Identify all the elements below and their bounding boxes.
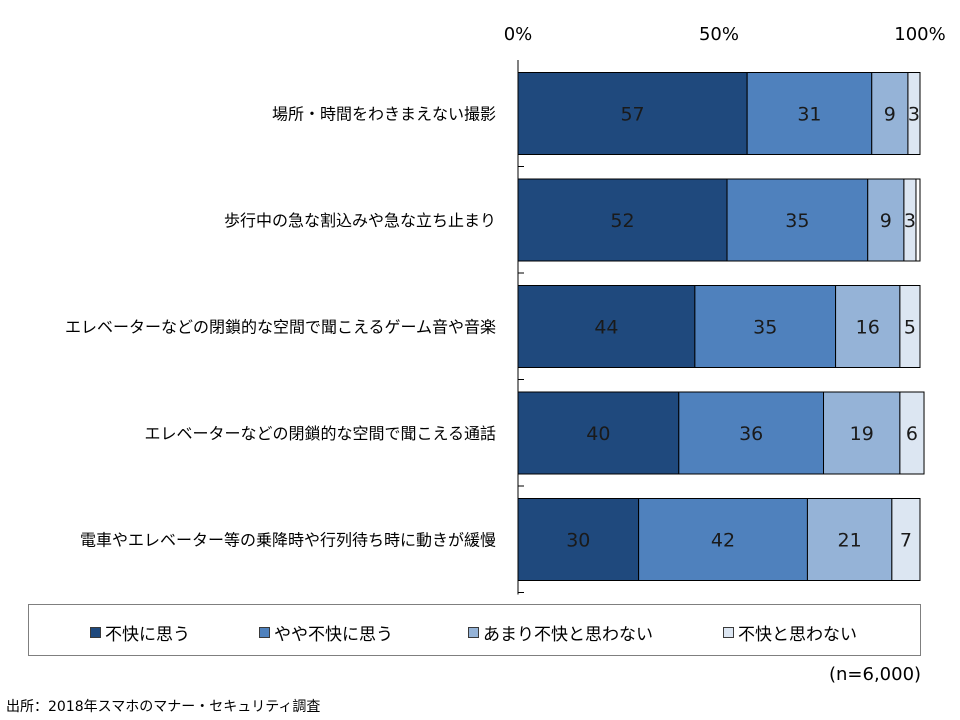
legend-item: やや不快に思う: [259, 622, 393, 645]
legend-item: あまり不快と思わない: [468, 622, 653, 645]
data-label: 9: [880, 210, 892, 232]
legend-label: あまり不快と思わない: [483, 624, 653, 645]
category-label: 歩行中の急な割込みや急な立ち止まり: [224, 211, 496, 230]
legend-swatch-icon: [468, 626, 479, 638]
bar-segment: [823, 391, 901, 475]
category-label: 場所・時間をわきまえない撮影: [272, 105, 496, 124]
bar-segment: [891, 498, 921, 581]
category-label: エレベーターなどの閉鎖的な空間で聞こえる通話: [144, 424, 496, 443]
bar-segment: [517, 391, 680, 475]
data-label: 9: [884, 104, 896, 126]
data-label: 6: [906, 423, 918, 445]
data-label: 35: [785, 210, 809, 232]
bar-segment: [903, 178, 917, 262]
x-tick-label: 100%: [894, 24, 945, 45]
category-label: 電車やエレベーター等の乗降時や行列待ち時に動きが緩慢: [80, 531, 496, 550]
legend-item: 不快と思わない: [723, 622, 857, 645]
bar-segment: [694, 285, 837, 368]
x-tick-label: 0%: [504, 24, 533, 45]
data-label: 31: [797, 104, 821, 126]
bar-segment: [871, 72, 909, 155]
bar-segment: [867, 178, 905, 262]
legend: 不快に思う やや不快に思う あまり不快と思わない 不快と思わない: [28, 604, 921, 656]
data-label: 35: [753, 317, 777, 339]
data-label: 7: [900, 530, 912, 552]
data-label: 40: [586, 423, 610, 445]
legend-label: 不快と思わない: [738, 624, 857, 645]
legend-label: やや不快に思う: [274, 624, 393, 645]
data-label: 19: [850, 423, 874, 445]
data-label: 44: [594, 317, 618, 339]
bar-segment: [907, 72, 921, 155]
bar-segment: [835, 285, 901, 368]
bar-segment: [806, 498, 893, 581]
data-label: 30: [566, 530, 590, 552]
x-tick-label: 50%: [699, 24, 739, 45]
data-label: 42: [711, 530, 735, 552]
data-label: 3: [904, 210, 916, 232]
bar-segment: [517, 178, 728, 262]
data-label: 16: [856, 317, 880, 339]
bar-segment: [678, 391, 825, 475]
bar-segment: [517, 72, 748, 155]
legend-swatch-icon: [90, 626, 101, 638]
data-label: 5: [904, 317, 916, 339]
bar-segment: [726, 178, 869, 262]
legend-swatch-icon: [723, 626, 734, 638]
bar-segment: [746, 72, 873, 155]
legend-item: 不快に思う: [90, 622, 190, 645]
bar-segment: [517, 498, 640, 581]
data-label: 57: [620, 104, 644, 126]
category-label: エレベーターなどの閉鎖的な空間で聞こえるゲーム音や音楽: [65, 318, 496, 337]
data-label: 36: [739, 423, 763, 445]
bar-segment: [899, 285, 921, 368]
data-label: 52: [610, 210, 634, 232]
sample-size-note: (n=6,000): [829, 664, 922, 685]
data-label: 3: [908, 104, 920, 126]
legend-swatch-icon: [259, 626, 270, 638]
source-note: 出所：2018年スマホのマナー・セキュリティ調査: [6, 699, 321, 715]
bar-segment: [517, 285, 696, 368]
legend-label: 不快に思う: [105, 624, 190, 645]
bar-segment: [899, 391, 925, 475]
data-label: 21: [838, 530, 862, 552]
